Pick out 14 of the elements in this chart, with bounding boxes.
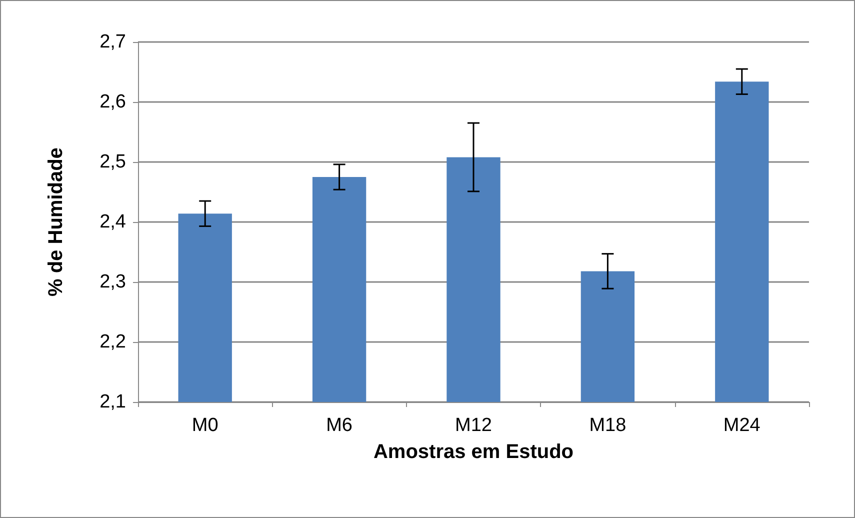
y-tick-label: 2,2: [100, 332, 126, 352]
x-tick-label: M18: [589, 415, 626, 436]
y-tick-label: 2,7: [100, 32, 126, 52]
y-tick-label: 2,6: [100, 92, 126, 112]
y-axis-title: % de Humidade: [45, 148, 67, 296]
x-tick-label: M0: [192, 415, 218, 436]
x-tick-label: M12: [455, 415, 492, 436]
y-tick-label: 2,3: [100, 272, 126, 292]
y-tick-label: 2,4: [100, 212, 126, 232]
y-tick-label: 2,5: [100, 152, 126, 172]
y-tick-label: 2,1: [100, 392, 126, 412]
x-tick-label: M24: [723, 415, 761, 436]
x-tick-label: M6: [326, 415, 353, 436]
x-axis-title: Amostras em Estudo: [373, 441, 574, 463]
